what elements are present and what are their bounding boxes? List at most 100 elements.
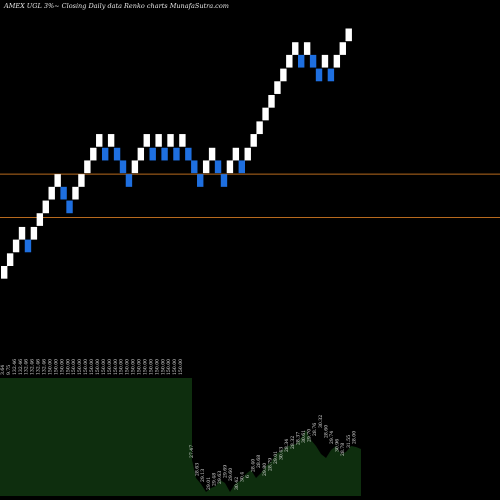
renko-brick-15 (90, 147, 97, 161)
renko-brick-32 (191, 160, 198, 174)
renko-brick-37 (220, 174, 228, 187)
renko-brick-35 (208, 147, 216, 161)
renko-brick-30 (179, 134, 186, 147)
volume-high-label-13: 150.00 (77, 359, 83, 375)
volume-high-label-22: 150.00 (131, 359, 137, 375)
volume-high-label-21: 150.00 (125, 359, 131, 375)
volume-low-label-8: 30.42 (234, 477, 240, 490)
volume-high-label-18: 150.00 (107, 359, 113, 375)
renko-brick-11 (66, 200, 73, 214)
volume-low-label-2: 29.13 (200, 469, 206, 482)
volume-low-label-15: 29.01 (273, 451, 279, 464)
volume-high-label-3: 132.46 (18, 359, 24, 375)
volume-high-label-26: 150.00 (154, 359, 160, 375)
volume-high-label-7: 132.46 (42, 359, 48, 375)
renko-brick-3 (18, 226, 26, 240)
volume-high-label-12: 150.00 (71, 359, 77, 375)
renko-brick-39 (232, 147, 240, 161)
volume-fill (0, 378, 361, 496)
renko-brick-10 (60, 186, 67, 200)
renko-brick-56 (333, 54, 341, 68)
volume-low-label-9: 30.4 (239, 472, 245, 482)
renko-brick-57 (339, 42, 346, 55)
renko-brick-22 (131, 160, 139, 174)
renko-brick-43 (256, 121, 263, 135)
volume-low-label-22: 28.76 (312, 423, 318, 436)
renko-brick-41 (244, 147, 251, 161)
volume-high-label-8: 150.00 (48, 359, 54, 375)
chart-title: AMEX UGL 3%~ Closing Daily data Renko ch… (3, 2, 229, 10)
volume-high-label-9: 150.00 (53, 359, 59, 375)
volume-low-label-7: 29.60 (228, 468, 234, 481)
volume-high-label-20: 150.00 (119, 359, 125, 375)
renko-brick-8 (48, 186, 55, 200)
renko-brick-5 (30, 226, 38, 240)
renko-brick-46 (274, 81, 281, 94)
volume-high-label-30: 150.00 (178, 359, 184, 375)
volume-high-label-4: 132.46 (24, 359, 30, 375)
volume-low-label-25: 29.74 (329, 431, 335, 444)
renko-brick-54 (321, 54, 329, 68)
renko-brick-45 (268, 95, 275, 108)
renko-brick-23 (137, 147, 145, 161)
renko-brick-4 (24, 239, 32, 253)
volume-low-label-13: 29.80 (262, 463, 268, 476)
volume-low-label-0: 27.47 (189, 445, 195, 458)
renko-brick-28 (167, 134, 174, 147)
volume-low-label-28: 31.55 (346, 435, 352, 448)
volume-high-label-5: 132.46 (30, 359, 36, 375)
renko-brick-25 (149, 147, 156, 161)
renko-brick-12 (72, 186, 79, 200)
volume-high-label-25: 150.00 (148, 359, 154, 375)
renko-brick-58 (345, 28, 352, 42)
renko-brick-2 (12, 239, 20, 253)
volume-high-label-28: 150.00 (166, 359, 172, 375)
volume-low-label-10: 6 (245, 475, 251, 478)
renko-brick-55 (327, 68, 335, 82)
volume-high-label-29: 150.00 (172, 359, 178, 375)
volume-low-label-16: 30.43 (279, 447, 285, 460)
renko-brick-19 (113, 147, 121, 161)
volume-high-label-0: 3.64 (0, 365, 6, 375)
renko-bricks (1, 28, 352, 279)
volume-labels: 3.64 9.75 132.46 132.46 132.46 132.46 132.46 13… (0, 359, 357, 490)
volume-low-label-1: 28.63 (195, 463, 201, 476)
renko-brick-50 (298, 54, 305, 68)
volume-low-label-4: 29.48 (211, 473, 217, 486)
renko-brick-27 (161, 147, 168, 161)
reference-lines (0, 173, 500, 218)
volume-high-label-2: 132.46 (12, 359, 18, 375)
renko-brick-13 (78, 174, 85, 187)
volume-low-label-3: 29.01 (206, 477, 212, 490)
volume-low-label-29: 28.00 (351, 431, 357, 444)
renko-brick-49 (292, 42, 299, 55)
renko-brick-24 (143, 134, 150, 147)
renko-brick-31 (185, 147, 192, 161)
volume-low-label-5: 29.63 (217, 471, 223, 484)
renko-brick-29 (173, 147, 180, 161)
renko-brick-0 (1, 266, 8, 279)
renko-brick-47 (280, 68, 287, 82)
volume-low-label-20: 30.61 (301, 430, 307, 443)
renko-brick-36 (214, 160, 222, 174)
renko-brick-20 (119, 160, 127, 174)
volume-low-label-21: 29.70 (307, 429, 313, 442)
renko-brick-53 (315, 68, 323, 82)
volume-high-label-1: 9.75 (6, 365, 12, 375)
volume-high-label-24: 150.00 (143, 359, 149, 375)
renko-brick-42 (250, 134, 257, 147)
renko-brick-40 (238, 160, 245, 174)
renko-brick-33 (197, 174, 204, 187)
volume-high-label-19: 150.00 (113, 359, 119, 375)
volume-high-label-16: 150.00 (95, 359, 101, 375)
volume-low-label-24: 28.60 (323, 425, 329, 438)
renko-brick-1 (6, 253, 14, 266)
volume-low-label-14: 28.79 (267, 458, 273, 471)
renko-brick-48 (286, 54, 293, 68)
renko-brick-26 (155, 134, 162, 147)
volume-low-label-18: 28.32 (290, 436, 296, 449)
renko-brick-14 (84, 160, 91, 174)
volume-high-label-11: 150.00 (65, 359, 71, 375)
volume-low-label-6: 29.69 (223, 465, 229, 478)
